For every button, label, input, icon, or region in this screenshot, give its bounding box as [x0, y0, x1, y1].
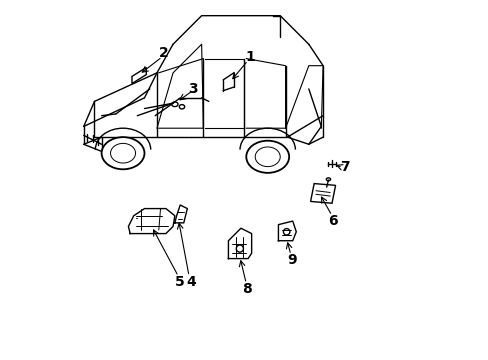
Text: 3: 3	[187, 82, 197, 96]
Text: 1: 1	[244, 50, 254, 64]
Ellipse shape	[102, 137, 144, 169]
Text: 9: 9	[286, 253, 296, 267]
Text: 7: 7	[340, 161, 349, 175]
Text: 6: 6	[327, 214, 337, 228]
Text: 4: 4	[186, 275, 196, 289]
Text: 8: 8	[242, 282, 252, 296]
Ellipse shape	[246, 141, 288, 173]
Text: 2: 2	[159, 46, 169, 60]
Text: 5: 5	[174, 275, 184, 289]
